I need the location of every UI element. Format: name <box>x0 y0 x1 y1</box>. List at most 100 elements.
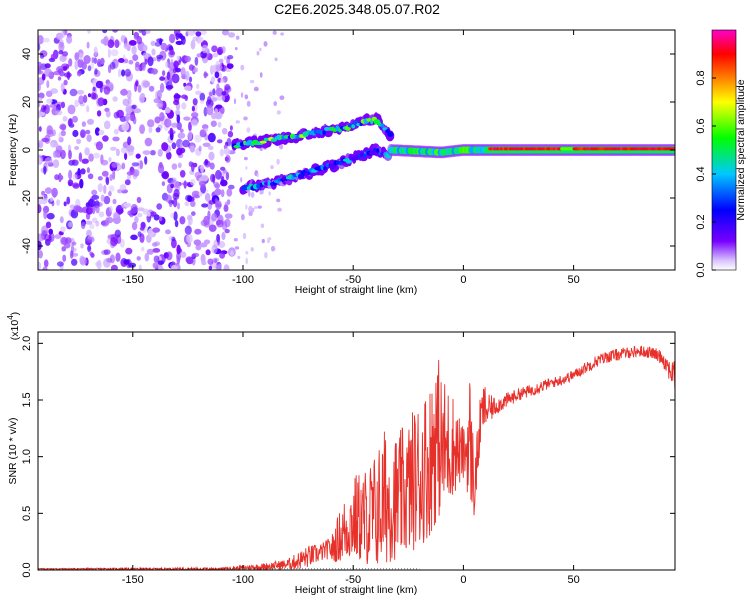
heatmap-cell <box>109 61 116 70</box>
heatmap-cell <box>38 140 44 149</box>
heatmap-cell <box>208 224 217 232</box>
heatmap-cell <box>66 35 73 44</box>
heatmap-cell <box>181 102 187 110</box>
heatmap-cell <box>105 110 111 118</box>
heatmap-cell <box>103 86 111 95</box>
heatmap-cell <box>190 119 199 127</box>
heatmap-cell <box>109 205 113 213</box>
heatmap-cell <box>155 127 161 133</box>
heatmap-cell <box>43 206 48 214</box>
heatmap-cell <box>78 152 83 162</box>
heatmap-cell <box>103 36 109 46</box>
heatmap-cell <box>200 219 208 227</box>
heatmap-cell <box>184 85 192 91</box>
heatmap-cell <box>214 188 222 196</box>
heatmap-cell <box>276 110 281 115</box>
heatmap-cell <box>108 190 112 197</box>
heatmap-cell <box>153 98 160 104</box>
bot-y-tick-label: 0.5 <box>21 506 33 521</box>
heatmap-cell <box>87 173 94 180</box>
heatmap-cell <box>173 94 181 99</box>
heatmap-cell <box>62 116 68 122</box>
heatmap-cell <box>173 188 180 198</box>
heatmap-cell <box>279 144 284 150</box>
heatmap-cell <box>165 61 169 68</box>
heatmap-cell <box>173 60 179 69</box>
heatmap-cell <box>86 167 90 174</box>
heatmap-cell <box>60 226 66 233</box>
heatmap-cell <box>150 150 156 156</box>
heatmap-cell <box>107 48 111 58</box>
heatmap-cell <box>183 180 187 189</box>
heatmap-cell <box>221 91 227 96</box>
heatmap-cell <box>62 51 68 57</box>
heatmap-cell <box>136 207 145 212</box>
heatmap-cell <box>86 105 90 113</box>
heatmap-cell <box>171 264 178 270</box>
heatmap-cell <box>98 129 105 136</box>
heatmap-cell <box>60 124 67 131</box>
heatmap-cell <box>174 220 179 228</box>
heatmap-cell <box>192 252 200 258</box>
colorbar-gradient <box>711 29 737 271</box>
heatmap-cell <box>87 30 91 34</box>
heatmap-cell <box>226 199 231 206</box>
heatmap-cell <box>199 180 206 187</box>
heatmap-cell <box>92 86 96 92</box>
heatmap-cell <box>173 211 178 221</box>
heatmap-cell <box>132 169 140 177</box>
heatmap-cell <box>276 198 281 203</box>
heatmap-cell <box>94 127 101 136</box>
snr-panel: -150 -100 -50 0 50 0.0 0.5 1.0 1.5 2.0 Height of… <box>6 312 676 596</box>
heatmap-cell <box>185 70 190 81</box>
heatmap-cell <box>159 112 165 122</box>
heatmap-cell <box>199 30 207 35</box>
heatmap-cell <box>123 202 132 208</box>
heatmap-cell <box>208 199 215 205</box>
heatmap-cell <box>58 132 62 141</box>
heatmap-cell <box>223 55 228 60</box>
heatmap-cell <box>193 239 202 246</box>
heatmap-cell <box>264 252 268 259</box>
heatmap-cell <box>201 203 209 208</box>
multiplier-exp: 4 <box>6 315 15 320</box>
heatmap-cell <box>233 238 238 242</box>
heatmap-cell <box>61 30 66 38</box>
heatmap-cell <box>133 31 139 38</box>
heatmap-cell <box>212 88 216 96</box>
multiplier-close: ) <box>9 312 21 316</box>
heatmap-cell <box>41 73 46 81</box>
heatmap-cell <box>157 260 164 266</box>
heatmap-cell <box>175 181 180 188</box>
heatmap-cell <box>90 252 95 258</box>
heatmap-cell <box>184 201 190 207</box>
heatmap-cell <box>51 187 58 198</box>
heatmap-cell <box>63 79 68 86</box>
heatmap-cell <box>110 264 118 270</box>
heatmap-cell <box>112 198 117 205</box>
heatmap-cell <box>222 128 228 135</box>
snr-series <box>38 345 675 570</box>
heatmap-cell <box>217 236 221 246</box>
heatmap-cell <box>177 162 182 169</box>
heatmap-cell <box>245 257 248 265</box>
heatmap-cell <box>273 101 278 107</box>
heatmap-cell <box>369 150 377 156</box>
heatmap-cell <box>95 80 103 89</box>
heatmap-cell <box>240 92 244 98</box>
heatmap-cell <box>219 148 224 157</box>
heatmap-cell <box>46 129 54 138</box>
heatmap-cell <box>249 79 255 84</box>
heatmap-cell <box>219 106 225 115</box>
heatmap-cell <box>196 53 202 58</box>
heatmap-cell <box>91 189 98 196</box>
heatmap-cell <box>95 141 103 151</box>
heatmap-cell <box>121 69 126 77</box>
heatmap-cell <box>86 41 90 49</box>
heatmap-cell <box>138 264 142 270</box>
heatmap-cell <box>52 159 60 169</box>
heatmap-cell <box>161 142 169 152</box>
heatmap-cell <box>93 57 98 64</box>
heatmap-cell <box>240 177 243 183</box>
